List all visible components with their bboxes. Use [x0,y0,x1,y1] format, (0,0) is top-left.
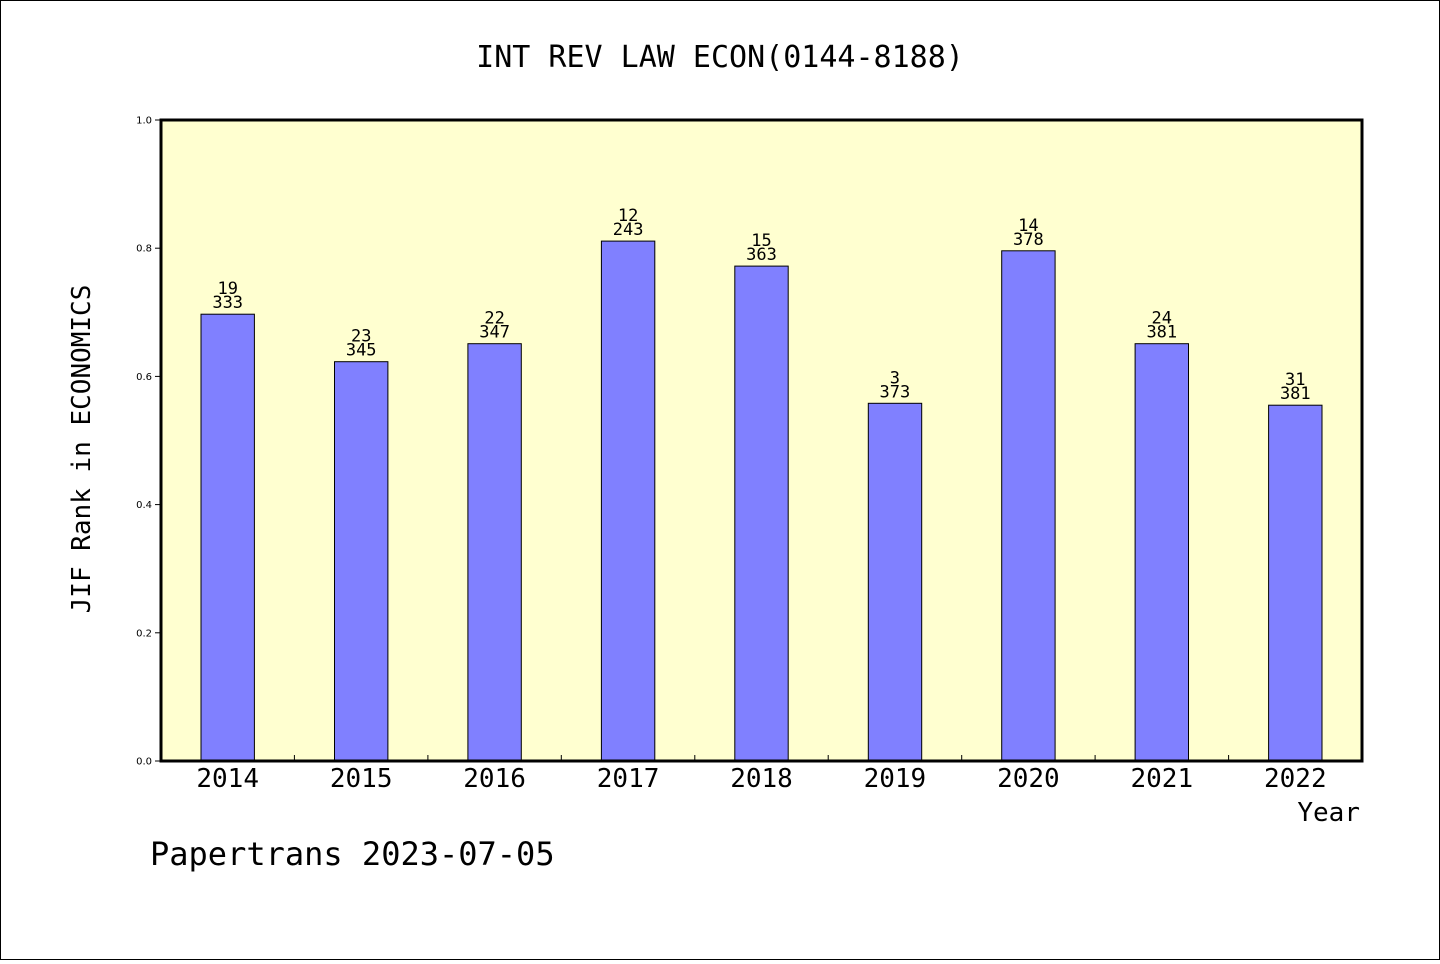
y-axis-label: JIF Rank in ECONOMICS [67,285,97,614]
bar-2014 [200,313,255,762]
x-tick-label-2018: 2018 [730,764,793,794]
x-tick-label-2014: 2014 [196,764,259,794]
bar-total-label-2021: 381 [1146,323,1177,343]
axes-group: 2014 2015 2016 2017 2018 2019 2020 2021 2022 0.0 0… [136,116,1327,795]
y-tick-label-0.4: 0.4 [136,500,152,511]
bar-total-label-2019: 373 [880,382,911,402]
bar-total-label-2020: 378 [1013,230,1044,250]
y-tick-label-0.6: 0.6 [136,372,152,383]
bar-2017 [600,240,656,762]
bar-2019 [867,402,923,762]
bar-rank-label-2021: 24 [1152,309,1172,329]
y-tick-label-0.2: 0.2 [136,628,152,639]
x-tick-label-2017: 2017 [597,764,660,794]
bar-rank-label-2015: 23 [351,327,371,347]
bar-total-label-2017: 243 [613,220,644,240]
y-tick-label-1.0: 1.0 [136,116,152,127]
plot-border [159,118,1364,763]
bar-2022 [1268,404,1323,762]
bar-total-label-2016: 347 [479,323,510,343]
bar-rank-label-2022: 31 [1285,370,1305,390]
bar-total-label-2014: 333 [212,293,243,313]
x-tick-label-2022: 2022 [1264,764,1327,794]
bar-2016 [467,343,522,762]
x-axis-label: Year [1297,798,1360,828]
bars-group [200,240,1323,762]
bar-2018 [734,265,789,762]
bar-rank-label-2014: 19 [217,279,237,299]
bar-2021 [1134,343,1189,762]
bar-total-label-2015: 345 [346,341,377,361]
x-tick-label-2015: 2015 [330,764,393,794]
bar-total-label-2022: 381 [1280,384,1311,404]
bar-labels-group: 1933323345223471224315363337314378243813… [212,206,1310,404]
x-tick-label-2021: 2021 [1130,764,1193,794]
bar-rank-label-2018: 15 [751,231,771,251]
x-tick-label-2016: 2016 [463,764,526,794]
bar-rank-label-2016: 22 [484,309,504,329]
bar-rank-label-2019: 3 [890,368,900,388]
bar-rank-label-2017: 12 [618,206,638,226]
chart-title: INT REV LAW ECON(0144-8188) [476,40,964,75]
footer-text: Papertrans 2023-07-05 [150,835,555,873]
y-tick-label-0.8: 0.8 [136,244,152,255]
x-tick-label-2020: 2020 [997,764,1060,794]
bar-total-label-2018: 363 [746,245,777,265]
bar-rank-label-2020: 14 [1018,216,1038,236]
bar-2020 [1001,250,1056,762]
x-tick-label-2019: 2019 [864,764,927,794]
bar-2015 [334,361,389,762]
y-tick-label-0.0: 0.0 [136,757,152,768]
